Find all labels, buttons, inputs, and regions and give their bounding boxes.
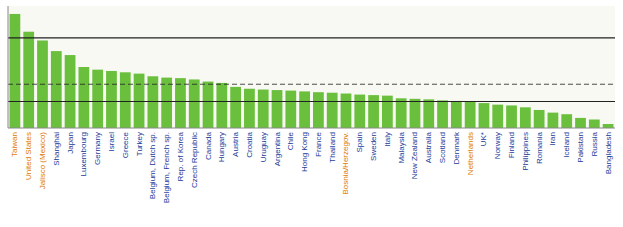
- x-tick-label: Germany: [93, 132, 102, 165]
- bar: [492, 105, 503, 128]
- bar: [341, 94, 352, 128]
- bar: [120, 72, 131, 128]
- bar: [230, 87, 241, 128]
- bar: [10, 14, 21, 128]
- x-tick-label: Italy: [383, 132, 392, 147]
- x-tick-label: Iceland: [562, 132, 571, 158]
- bar: [189, 79, 200, 128]
- bar: [258, 90, 269, 128]
- x-tick-label: Russia: [590, 131, 599, 156]
- x-tick-label: Czech Republic: [190, 132, 199, 188]
- x-tick-label: Austria: [231, 131, 240, 156]
- x-tick-label: Hungary: [217, 132, 226, 162]
- x-tick-label: Malaysia: [397, 131, 406, 163]
- x-tick-label: Iran: [548, 132, 557, 146]
- chart-container: Taiwan United States Jalisco (Mexico) Shang…: [0, 0, 623, 227]
- bar: [175, 78, 186, 128]
- x-tick-label: Croatia: [245, 131, 254, 157]
- bar: [548, 113, 559, 128]
- bar: [354, 95, 365, 128]
- x-tick-label: Canada: [204, 131, 213, 160]
- x-tick-label: Bosnia/Herzegov.: [341, 132, 350, 195]
- reference-line: [8, 101, 615, 102]
- x-tick-label: Shanghai: [52, 132, 61, 166]
- bar: [272, 90, 283, 128]
- bar: [327, 93, 338, 128]
- bar: [382, 96, 393, 128]
- bar: [561, 114, 572, 128]
- x-tick-label: Bangladesh: [604, 132, 613, 174]
- bar: [92, 70, 103, 128]
- x-tick-label: Scotland: [438, 132, 447, 163]
- x-tick-label: Australia: [424, 131, 433, 163]
- plot-area: [8, 14, 615, 128]
- bar: [285, 91, 296, 128]
- bar: [106, 71, 117, 128]
- x-tick-labels: Taiwan United States Jalisco (Mexico) Shang…: [10, 131, 612, 203]
- bar: [368, 95, 379, 128]
- bar: [203, 82, 214, 128]
- bar: [534, 110, 545, 128]
- x-tick-label: Chile: [286, 131, 295, 150]
- y-axis-line: [8, 6, 9, 128]
- bar: [134, 74, 145, 128]
- bar: [313, 92, 324, 128]
- bar: [396, 98, 407, 128]
- x-tick-label: Belgium, French sp.: [162, 132, 171, 203]
- bar: [451, 101, 462, 128]
- x-tick-label: Denmark: [452, 131, 461, 164]
- bar: [51, 51, 62, 128]
- bar: [161, 78, 172, 128]
- x-tick-label: Greece: [121, 131, 130, 158]
- bar: [78, 67, 89, 128]
- x-tick-label: Turkey: [135, 132, 144, 156]
- plot-background: [8, 6, 615, 128]
- x-tick-label: Norway: [493, 132, 502, 159]
- bar: [589, 120, 600, 128]
- x-tick-label: Sweden: [369, 132, 378, 161]
- x-tick-label: Philippines: [521, 132, 530, 171]
- x-tick-label: Thailand: [328, 132, 337, 163]
- x-tick-label: Jalisco (Mexico): [38, 132, 47, 190]
- bar: [479, 103, 490, 128]
- bar: [216, 83, 227, 128]
- chart-svg: Taiwan United States Jalisco (Mexico) Shang…: [0, 0, 623, 227]
- x-tick-label: Hong Kong: [300, 132, 309, 172]
- x-tick-label: Luxembourg: [79, 132, 88, 176]
- x-tick-label: Belgium, Dutch sp.: [148, 132, 157, 199]
- x-tick-label: Romania: [535, 131, 544, 164]
- bar: [423, 99, 434, 128]
- x-tick-label: France: [314, 131, 323, 156]
- bar: [465, 102, 476, 128]
- bar: [520, 107, 531, 128]
- x-tick-label: Finland: [507, 132, 516, 158]
- x-tick-label: Uruguay: [259, 132, 268, 162]
- x-tick-label: Taiwan: [10, 132, 19, 157]
- x-axis-line: [8, 128, 615, 129]
- bar: [299, 91, 310, 128]
- x-tick-label: Netherlands: [466, 132, 475, 175]
- x-tick-label: New Zealand: [410, 132, 419, 179]
- x-tick-label: Spain: [355, 132, 364, 152]
- x-tick-label: Japan: [66, 132, 75, 154]
- bar: [575, 118, 586, 128]
- x-tick-label: United States: [24, 132, 33, 180]
- x-tick-label: UK*: [479, 132, 488, 146]
- x-tick-label: Rep. of Korea: [176, 131, 185, 181]
- bar: [506, 105, 517, 128]
- bar: [244, 89, 255, 128]
- reference-line: [8, 84, 615, 85]
- bar: [603, 124, 614, 128]
- x-tick-label: Israel: [107, 132, 116, 152]
- x-tick-label: Argentina: [273, 131, 282, 166]
- bar: [65, 55, 76, 128]
- bar: [23, 32, 34, 128]
- bar: [410, 99, 421, 128]
- reference-line: [8, 37, 615, 38]
- bar: [437, 100, 448, 128]
- x-tick-label: Pakistan: [576, 132, 585, 163]
